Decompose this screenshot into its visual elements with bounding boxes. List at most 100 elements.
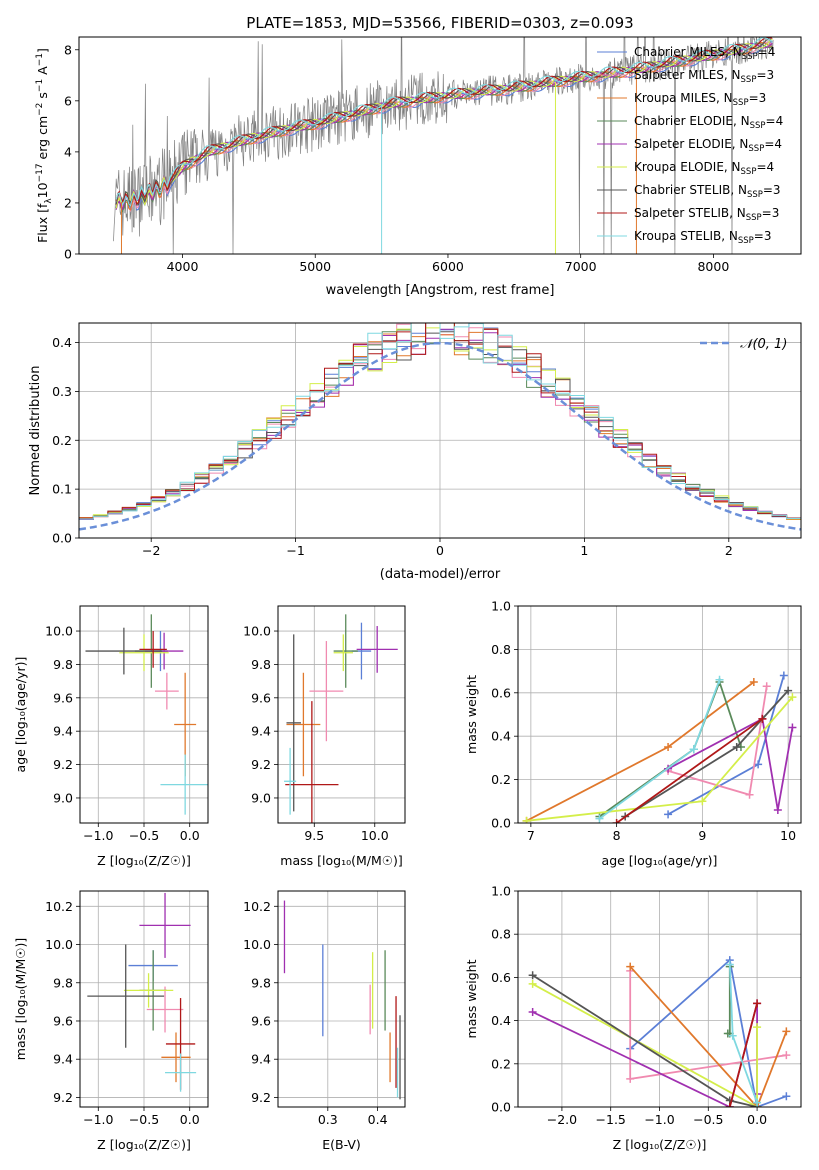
y-tick-label: 9.4	[53, 724, 73, 739]
series-marker-kroupa_miles	[782, 1027, 791, 1036]
series-marker-kroupa_stelib	[728, 1031, 737, 1040]
legend-label-sub: SSP	[733, 98, 749, 108]
y-tick-label: 1.0	[491, 884, 511, 899]
y-tick-label: 0.2	[52, 433, 72, 448]
series-marker-salpeter_stelib	[758, 714, 767, 723]
legend-label-base: Kroupa MILES, N	[634, 91, 733, 105]
massweight_vs_Z-xlabel: Z [log₁₀(Z/Z☉)]	[613, 1137, 707, 1152]
series-line-salpeter_elodie	[532, 1003, 758, 1107]
y-tick-label: 0.2	[491, 1056, 511, 1071]
massweight_vs_age-ylabel: mass weight	[464, 675, 479, 754]
y-tick-label: 6	[64, 93, 72, 108]
y-tick-label: 9.0	[53, 790, 73, 805]
histogram-frame	[78, 322, 802, 539]
series-marker-kroupa_elodie	[698, 797, 707, 806]
series-marker-salpeter_miles	[762, 682, 771, 691]
histogram-step-kroupa_elodie	[79, 323, 801, 520]
age_vs_Z-xlabel: Z [log₁₀(Z/Z☉)]	[97, 853, 191, 868]
series-line-salpeter_miles	[667, 686, 768, 796]
y-tick-label: 0.4	[491, 1013, 511, 1028]
spectrum-model-line-chabrier_miles	[115, 41, 773, 211]
x-tick-label: 7000	[565, 259, 597, 274]
series-line-chabrier_stelib	[532, 974, 758, 1107]
legend-label-base: Salpeter STELIB, N	[634, 206, 746, 220]
series-marker-kroupa_stelib	[753, 1098, 762, 1107]
legend-label-base: Salpeter ELODIE, N	[634, 137, 748, 151]
y-tick-label: 9.0	[251, 790, 271, 805]
y-tick-label: 10.0	[45, 937, 73, 952]
x-tick-label: 0.4	[368, 1112, 388, 1127]
y-tick-label: 0.8	[491, 642, 511, 657]
series-marker-chabrier_miles	[664, 810, 673, 819]
spectrum-frame	[78, 36, 802, 255]
y-tick-label: 2	[64, 195, 72, 210]
histogram-axes: −2 −1 0 1 2 0.0 0.1 0.2 0.3 0.4 (data-model)/error…	[28, 322, 802, 582]
legend-label-tail: =3	[749, 91, 767, 105]
y-tick-label: 1.0	[491, 599, 511, 614]
x-tick-label: 6000	[432, 259, 464, 274]
y-tick-label: 0.6	[491, 685, 511, 700]
y-tick-label: 0.2	[491, 772, 511, 787]
x-tick-label: −2	[142, 543, 160, 558]
x-tick-label: −2.0	[547, 1112, 577, 1127]
y-tick-label: 10.0	[243, 937, 271, 952]
massweight_vs_Z-frame	[517, 890, 802, 1108]
legend-label-base: Chabrier STELIB, N	[634, 183, 747, 197]
series-line-kroupa_miles	[629, 965, 788, 1107]
x-tick-label: 10	[780, 828, 796, 843]
age_vs_mass-axes: 9.5 10.0 9.0 9.2 9.4 9.6 9.8 10.0 mass [log₁₀(M/…	[243, 605, 406, 868]
legend-label-kroupa_elodie: Kroupa ELODIE, NSSP=4	[634, 160, 774, 177]
histogram-step-kroupa_stelib	[79, 323, 801, 520]
series-marker-chabrier_miles	[782, 1092, 791, 1101]
legend-label-chabrier_elodie: Chabrier ELODIE, NSSP=4	[634, 114, 783, 131]
massweight_vs_Z-plot-area	[528, 956, 791, 1107]
y-tick-label: 0.3	[52, 384, 72, 399]
ylabel-part: −1	[35, 53, 45, 66]
y-tick-label: 10.2	[45, 899, 73, 914]
legend-label-salpeter_miles: Salpeter MILES, NSSP=3	[634, 68, 774, 85]
ylabel-part: erg cm	[35, 116, 50, 164]
mass_vs_Z-xlabel: Z [log₁₀(Z/Z☉)]	[97, 1137, 191, 1152]
ylabel-part: s	[35, 92, 50, 103]
series-line-kroupa_elodie	[532, 983, 758, 1107]
series-marker-kroupa_miles	[626, 962, 635, 971]
histogram-legend: 𝒩(0, 1)	[700, 337, 787, 352]
x-tick-label: −0.5	[693, 1112, 723, 1127]
mass_vs_ebv-plot-area	[283, 900, 401, 1100]
series-marker-kroupa_elodie	[788, 693, 797, 702]
massweight_vs_age-frame	[517, 605, 802, 824]
y-tick-label: 4	[64, 144, 72, 159]
massweight_vs_age-xlabel: age [log₁₀(age/yr)]	[602, 853, 718, 868]
series-marker-chabrier_miles	[779, 671, 788, 680]
y-tick-label: 10.0	[45, 624, 73, 639]
age_vs_Z-ylabel: age [log₁₀(age/yr)]	[13, 657, 28, 773]
ylabel-part: −2	[35, 103, 45, 116]
series-marker-kroupa_stelib	[689, 745, 698, 754]
series-marker-salpeter_miles	[782, 1051, 791, 1060]
legend-label-base: Salpeter MILES, N	[634, 68, 741, 82]
x-tick-label: 1	[580, 543, 588, 558]
series-line-salpeter_stelib	[616, 718, 763, 823]
y-tick-label: 9.4	[251, 1052, 271, 1067]
age_vs_mass-plot-area	[284, 614, 398, 823]
y-tick-label: 0.4	[491, 729, 511, 744]
legend-label-sub: SSP	[738, 236, 754, 246]
x-tick-label: 8000	[697, 259, 729, 274]
x-tick-label: −1.0	[644, 1112, 674, 1127]
y-tick-label: 9.6	[53, 690, 73, 705]
y-tick-label: 0	[64, 247, 72, 262]
legend-label-base: Kroupa STELIB, N	[634, 229, 738, 243]
series-marker-chabrier_elodie	[723, 1029, 732, 1038]
series-line-kroupa_miles	[526, 681, 755, 822]
series-marker-salpeter_miles	[745, 790, 754, 799]
series-marker-salpeter_stelib	[612, 819, 621, 823]
y-tick-label: 0.4	[52, 335, 72, 350]
series-marker-kroupa_stelib	[725, 960, 734, 969]
y-tick-label: 0.6	[491, 970, 511, 985]
ylabel-part: −1	[35, 79, 45, 92]
age_vs_Z-axes: −1.0 −0.5 0.0 9.0 9.2 9.4 9.6 9.8 10.0 Z [log₁₀(Z…	[13, 605, 209, 868]
x-tick-label: 0.0	[180, 1112, 200, 1127]
y-tick-label: 9.4	[251, 724, 271, 739]
ylabel-part: 10	[35, 182, 50, 198]
